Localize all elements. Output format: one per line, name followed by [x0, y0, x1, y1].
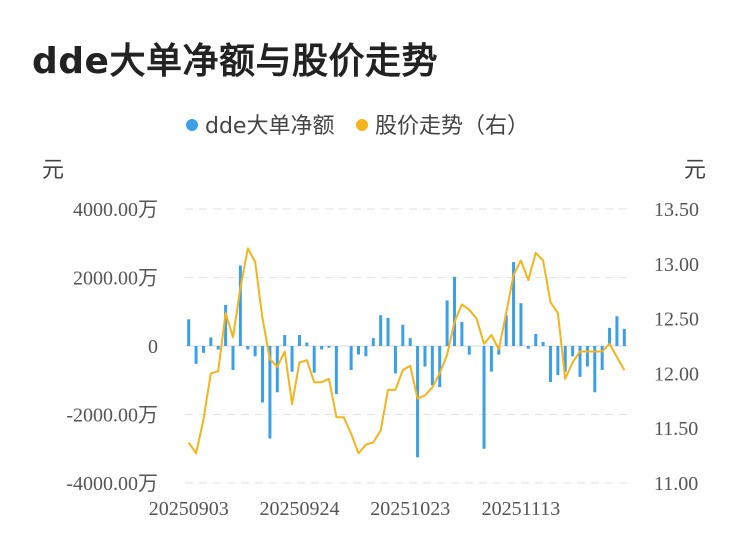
dde-bar	[578, 346, 582, 377]
dde-bar	[334, 346, 338, 394]
dde-bar	[268, 346, 272, 439]
dde-bar	[312, 346, 316, 373]
left-axis-unit: 元	[42, 158, 64, 183]
dde-bar	[600, 346, 604, 370]
dde-bar	[571, 346, 575, 357]
price-line	[187, 247, 626, 455]
dde-bar	[305, 342, 309, 346]
dde-bar	[563, 346, 567, 372]
dde-bar	[556, 346, 560, 376]
dde-bar	[201, 346, 205, 353]
right-tick-label: 12.50	[654, 309, 699, 331]
dde-bar	[615, 316, 619, 346]
left-tick-label: 0	[148, 336, 158, 358]
dde-bar	[320, 346, 324, 350]
dde-bar	[393, 346, 397, 374]
legend-label-0: dde大单净额	[205, 114, 334, 139]
dde-bar	[253, 346, 257, 357]
dde-bar	[261, 346, 265, 403]
dde-bar	[416, 346, 420, 458]
dde-bar	[327, 346, 331, 348]
dde-bar	[187, 319, 191, 346]
dde-bar	[371, 338, 375, 346]
dde-bar	[423, 346, 427, 367]
gridlines	[185, 208, 628, 484]
left-tick-label: -2000.00万	[66, 405, 158, 427]
dde-bar	[430, 346, 434, 386]
right-tick-label: 13.00	[654, 254, 699, 276]
dde-bar	[209, 337, 213, 346]
dde-bar	[622, 328, 626, 346]
legend: dde大单净额 股价走势（右）	[186, 114, 529, 139]
legend-label-1: 股价走势（右）	[375, 114, 529, 139]
right-axis-ticks: 13.50 13.00 12.50 12.00 11.50 11.00	[654, 199, 699, 495]
dde-bar	[290, 346, 294, 372]
right-tick-label: 12.00	[654, 363, 699, 385]
dde-bar	[364, 346, 368, 357]
dde-bar	[482, 346, 486, 449]
left-tick-label: 2000.00万	[73, 268, 158, 290]
price-line-path	[187, 247, 626, 455]
dde-bar	[526, 346, 530, 349]
dde-bar	[512, 262, 516, 346]
dde-bar	[386, 317, 390, 346]
x-tick-label: 20251113	[482, 498, 561, 520]
x-tick-label: 20251023	[370, 498, 450, 520]
dde-bar	[194, 346, 198, 364]
dde-bar	[408, 338, 412, 346]
legend-marker-1	[356, 119, 368, 131]
x-tick-label: 20250903	[149, 498, 229, 520]
right-tick-label: 11.50	[654, 418, 698, 440]
dde-bar	[379, 315, 383, 346]
dde-bar	[460, 322, 464, 346]
dde-bar	[445, 300, 449, 346]
dde-bar	[541, 341, 545, 346]
dde-bar	[349, 346, 353, 370]
legend-marker-0	[186, 119, 198, 131]
chart-title: dde大单净额与股价走势	[32, 41, 438, 82]
dde-bar	[283, 335, 287, 346]
dde-bars	[187, 262, 626, 458]
dde-bar	[452, 276, 456, 346]
right-axis-unit: 元	[684, 158, 706, 183]
dde-bar	[489, 346, 493, 372]
dde-bar	[297, 335, 301, 346]
left-tick-label: -4000.00万	[66, 473, 158, 495]
x-axis-ticks: 20250903 20250924 20251023 20251113	[149, 498, 561, 520]
dde-bar	[401, 324, 405, 346]
x-tick-label: 20250924	[259, 498, 339, 520]
right-tick-label: 13.50	[654, 199, 699, 221]
left-tick-label: 4000.00万	[73, 199, 158, 221]
left-axis-ticks: 4000.00万 2000.00万 0 -2000.00万 -4000.00万	[66, 199, 158, 495]
dde-bar	[216, 346, 220, 350]
dde-bar	[467, 346, 471, 355]
dde-bar	[357, 346, 361, 355]
dde-bar	[504, 315, 508, 346]
dde-bar	[593, 346, 597, 393]
dde-bar	[608, 327, 612, 346]
dde-bar	[224, 304, 228, 346]
dde-bar	[585, 346, 589, 367]
dde-bar	[519, 303, 523, 346]
dde-bar	[231, 346, 235, 370]
right-tick-label: 11.00	[654, 473, 698, 495]
dde-bar	[534, 334, 538, 346]
dde-bar	[275, 346, 279, 393]
dde-bar	[246, 346, 250, 350]
dde-bar	[438, 346, 442, 388]
dde-bar	[238, 265, 242, 346]
dde-bar	[548, 346, 552, 382]
